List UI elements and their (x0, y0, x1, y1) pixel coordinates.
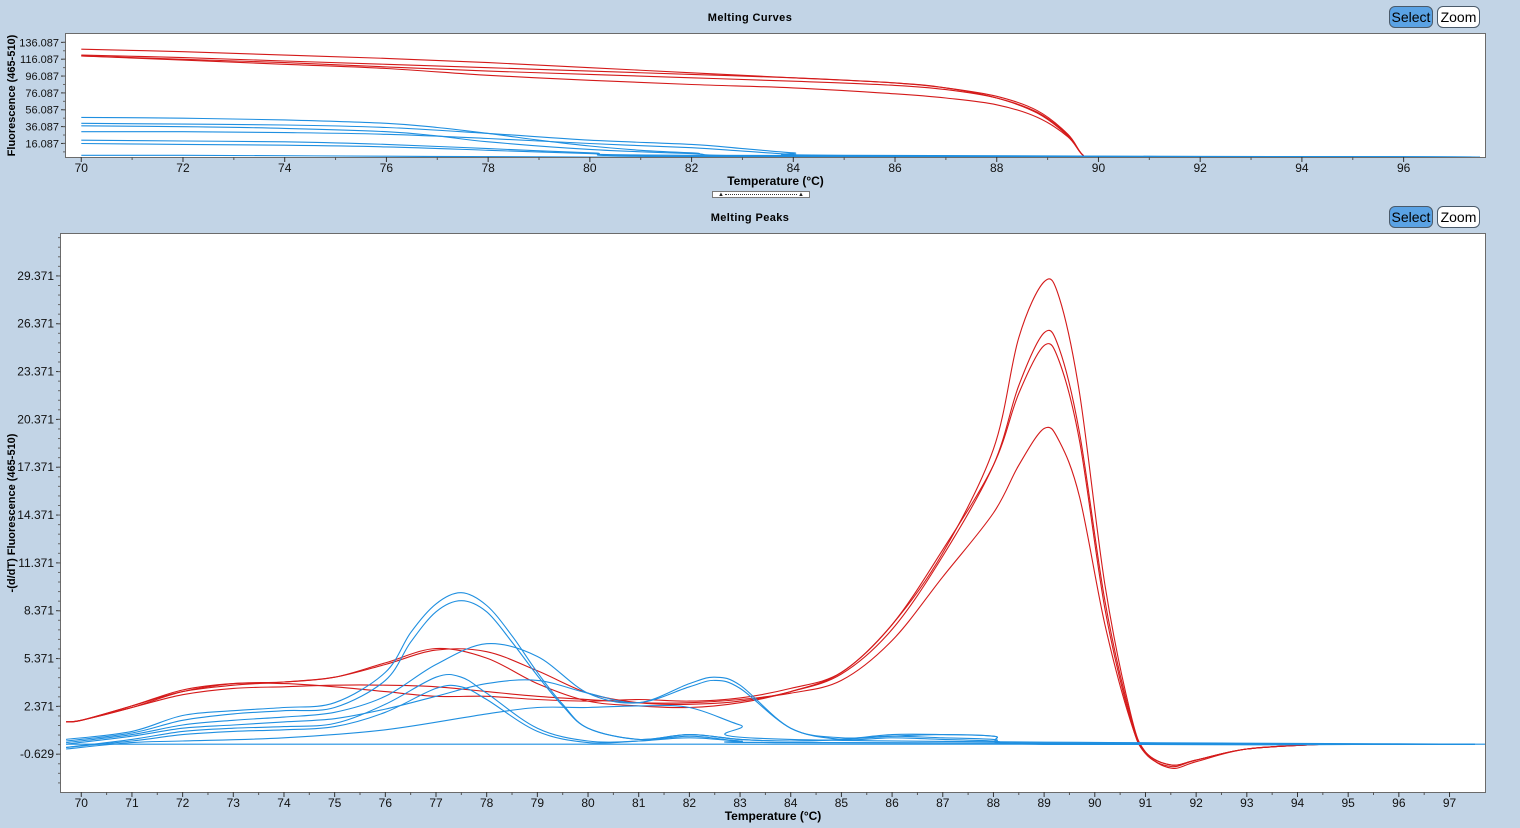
y-tick-label: 16.087 (25, 138, 59, 150)
x-tick-label: 83 (733, 796, 747, 810)
x-tick-label: 84 (784, 796, 798, 810)
x-tick-label: 79 (531, 796, 545, 810)
y-tick-label: -0.629 (20, 747, 54, 761)
x-tick-label: 89 (1037, 796, 1051, 810)
x-tick-label: 74 (277, 796, 291, 810)
x-tick-label: 82 (683, 796, 697, 810)
splitter-up-arrow-icon: ▲ (718, 192, 724, 198)
x-tick-label: 88 (987, 796, 1001, 810)
x-tick-label: 80 (581, 796, 595, 810)
series-line-red-0 (66, 278, 1323, 769)
y-tick-label: 76.087 (25, 88, 59, 100)
x-tick-label: 96 (1397, 161, 1411, 175)
x-tick-label: 73 (227, 796, 241, 810)
series-line-red-3 (81, 55, 1480, 157)
y-tick-label: 29.371 (17, 269, 54, 283)
x-tick-label: 82 (685, 161, 699, 175)
y-tick-label: 8.371 (24, 604, 54, 618)
x-tick-label: 87 (936, 796, 950, 810)
series-group (81, 48, 1480, 157)
y-tick-label: 2.371 (24, 699, 54, 713)
series-line-red-1 (66, 329, 1323, 766)
y-tick-label: 26.371 (17, 317, 54, 331)
x-tick-label: 74 (278, 161, 292, 175)
series-line-red-3 (66, 426, 1323, 766)
y-tick-label: 23.371 (17, 365, 54, 379)
x-tick-label: 90 (1092, 161, 1106, 175)
series-line-blue-10 (66, 704, 1475, 750)
x-tick-label: 90 (1088, 796, 1102, 810)
x-tick-label: 78 (480, 796, 494, 810)
x-tick-label: 71 (125, 796, 139, 810)
y-tick-label: 17.371 (17, 460, 54, 474)
y-tick-label: 5.371 (24, 652, 54, 666)
y-tick-label: 14.371 (17, 508, 54, 522)
y-tick-label: 20.371 (17, 412, 54, 426)
x-tick-label: 94 (1295, 161, 1309, 175)
series-line-blue-10 (81, 154, 1480, 157)
x-tick-label: 88 (990, 161, 1004, 175)
y-tick-label: 116.087 (20, 54, 59, 66)
x-tick-label: 85 (835, 796, 849, 810)
y-tick-label: 96.087 (25, 71, 59, 83)
y-axis-label: -(d/dT) Fluorescence (465-510) (6, 433, 18, 592)
x-tick-label: 78 (481, 161, 495, 175)
x-tick-label: 94 (1291, 796, 1305, 810)
y-tick-label: 136.087 (19, 37, 59, 49)
y-tick-label: 11.371 (18, 556, 54, 570)
melting-curves-title: Melting Curves (707, 12, 793, 24)
curves-zoom-button[interactable]: Zoom (1437, 6, 1480, 28)
peaks-plot-area[interactable] (60, 233, 1486, 793)
x-tick-label: 97 (1443, 796, 1457, 810)
x-tick-label: 95 (1341, 796, 1355, 810)
series-line-blue-6 (66, 642, 1475, 746)
x-axis-label: Temperature (°C) (725, 809, 822, 823)
series-line-red-2 (81, 55, 1480, 157)
x-tick-label: 70 (75, 161, 89, 175)
x-tick-label: 72 (176, 796, 190, 810)
x-tick-label: 93 (1240, 796, 1254, 810)
series-line-red-1 (81, 54, 1480, 157)
panel-splitter-handle[interactable]: ▲ ▲ (712, 191, 810, 198)
x-tick-label: 86 (885, 796, 899, 810)
x-tick-label: 92 (1189, 796, 1203, 810)
x-tick-label: 72 (176, 161, 190, 175)
series-line-blue-7 (66, 679, 1475, 745)
x-axis-label: Temperature (°C) (727, 174, 824, 188)
x-tick-label: 81 (632, 796, 646, 810)
curves-select-button[interactable]: Select (1389, 6, 1433, 28)
series-line-blue-9 (66, 684, 1475, 748)
melting-peaks-title: Melting Peaks (710, 212, 790, 224)
splitter-grip (725, 194, 797, 195)
x-tick-label: 92 (1194, 161, 1208, 175)
series-group (66, 278, 1485, 769)
x-tick-label: 96 (1392, 796, 1406, 810)
series-line-red-2 (66, 343, 1323, 768)
x-tick-label: 84 (787, 161, 801, 175)
curves-plot-area[interactable] (65, 33, 1486, 158)
x-tick-label: 75 (328, 796, 342, 810)
x-tick-label: 76 (380, 161, 394, 175)
x-tick-label: 76 (379, 796, 393, 810)
y-tick-label: 36.087 (25, 122, 59, 134)
y-axis-label: Fluorescence (465-510) (6, 34, 18, 156)
x-tick-label: 91 (1139, 796, 1153, 810)
x-tick-label: 86 (888, 161, 902, 175)
peaks-zoom-button[interactable]: Zoom (1437, 206, 1480, 228)
series-line-blue-5 (66, 600, 1475, 746)
x-tick-label: 70 (75, 796, 89, 810)
x-tick-label: 77 (429, 796, 443, 810)
splitter-up-arrow-icon: ▲ (798, 192, 804, 198)
y-tick-label: 56.087 (25, 105, 59, 117)
x-tick-label: 80 (583, 161, 597, 175)
peaks-select-button[interactable]: Select (1389, 206, 1433, 228)
